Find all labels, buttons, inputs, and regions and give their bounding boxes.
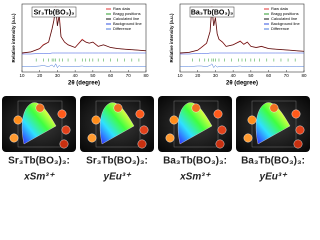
x-tick-label: 40 [231, 73, 237, 78]
x-tick-label: 20 [195, 73, 201, 78]
panel-label: Ba₃Tb(BO₃)₃: [163, 156, 227, 167]
cie-locus [99, 102, 135, 145]
sample-dot [135, 109, 145, 119]
legend-label: Calculated line [113, 16, 140, 21]
sample-dot [35, 103, 45, 113]
sample-dot [59, 139, 69, 149]
panel-label: xSm³⁺ [179, 172, 211, 183]
y-axis-label: Relative intensity (a.u.) [11, 13, 16, 63]
series-line [180, 63, 304, 69]
sample-dot [293, 139, 303, 149]
series-line [180, 52, 304, 55]
sample-dot [9, 133, 19, 143]
cie-locus [177, 102, 213, 145]
sample-dot [295, 125, 305, 135]
x-tick-label: 20 [37, 73, 43, 78]
sample-dot [87, 133, 97, 143]
panel-label: Sr₃Tb(BO₃)₃: [86, 156, 148, 167]
panel-label: xSm³⁺ [23, 172, 55, 183]
cie-locus [21, 102, 57, 145]
legend-label: Raw data [113, 6, 131, 11]
x-tick-label: 80 [143, 73, 149, 78]
legend-label: Difference [271, 26, 290, 31]
x-tick-label: 10 [19, 73, 25, 78]
legend-label: Bragg positions [271, 11, 299, 16]
title-box [31, 6, 77, 18]
legend-label: Bragg positions [113, 11, 141, 16]
sample-dot [165, 133, 175, 143]
panel-label: yEu³⁺ [103, 172, 133, 183]
series-line [22, 52, 146, 55]
x-axis-label: 2θ (degree) [68, 81, 100, 87]
legend-label: Background line [113, 21, 142, 26]
legend-label: Calculated line [271, 16, 298, 21]
x-tick-label: 80 [301, 73, 307, 78]
sample-dot [243, 133, 253, 143]
panel-label: Sr₃Tb(BO₃)₃: [8, 156, 70, 167]
y-axis-label: Relative intensity (a.u.) [169, 13, 174, 63]
x-tick-label: 70 [126, 73, 132, 78]
chart-title: Sr₃Tb(BO₃)₃ [34, 9, 75, 16]
sample-dot [61, 125, 71, 135]
x-tick-label: 40 [73, 73, 79, 78]
sample-dot [137, 139, 147, 149]
series-line [179, 7, 305, 54]
x-tick-label: 70 [284, 73, 290, 78]
sample-dot [169, 115, 179, 125]
cie-panel [236, 96, 310, 152]
x-tick-label: 10 [177, 73, 183, 78]
sample-dot [215, 139, 225, 149]
figure: 10 20 30 40 50 60 70 80 2θ (degree) Relative inte… [2, 3, 310, 183]
sample-dot [269, 103, 279, 113]
sample-dot [139, 125, 149, 135]
x-tick-label: 30 [213, 73, 219, 78]
cie-panel [2, 96, 76, 152]
x-tick-label: 30 [55, 73, 61, 78]
x-tick-label: 60 [266, 73, 272, 78]
title-box [189, 6, 235, 18]
chart-title: Ba₃Tb(BO₃)₃ [191, 9, 233, 16]
cie-locus [255, 102, 291, 145]
cie-panel [158, 96, 232, 152]
legend-label: Raw data [271, 6, 289, 11]
sample-dot [113, 103, 123, 113]
panel-label: Ba₃Tb(BO₃)₃: [241, 156, 305, 167]
legend-label: Difference [113, 26, 132, 31]
sample-dot [57, 109, 67, 119]
legend-label: Background line [271, 21, 300, 26]
x-tick-label: 60 [108, 73, 114, 78]
x-tick-label: 50 [90, 73, 96, 78]
sample-dot [191, 103, 201, 113]
x-tick-label: 50 [248, 73, 254, 78]
sample-dot [91, 115, 101, 125]
panel-label: yEu³⁺ [259, 172, 289, 183]
sample-dot [247, 115, 257, 125]
x-axis-label: 2θ (degree) [226, 81, 258, 87]
sample-dot [13, 115, 23, 125]
cie-panel [80, 96, 154, 152]
series-line [22, 63, 146, 69]
sample-dot [213, 109, 223, 119]
series-line [21, 7, 147, 54]
sample-dot [291, 109, 301, 119]
sample-dot [217, 125, 227, 135]
